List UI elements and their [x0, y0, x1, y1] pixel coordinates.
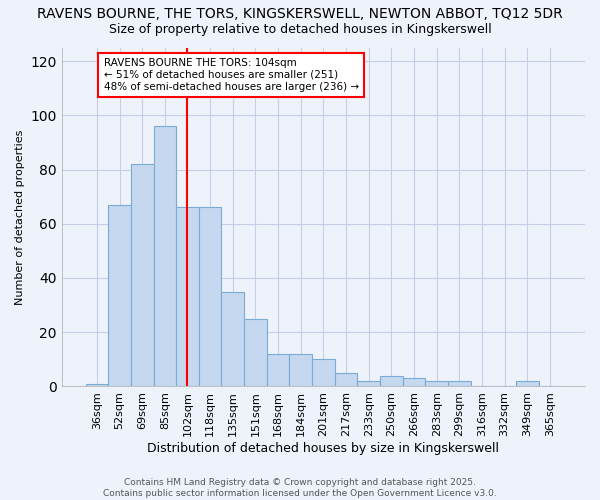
Bar [154, 126, 176, 386]
Bar [131, 164, 154, 386]
X-axis label: Distribution of detached houses by size in Kingskerswell: Distribution of detached houses by size … [148, 442, 499, 455]
Bar [267, 354, 289, 386]
Bar [176, 208, 199, 386]
Bar [335, 373, 358, 386]
Bar [516, 381, 539, 386]
Text: Contains HM Land Registry data © Crown copyright and database right 2025.
Contai: Contains HM Land Registry data © Crown c… [103, 478, 497, 498]
Bar [244, 318, 267, 386]
Text: RAVENS BOURNE, THE TORS, KINGSKERSWELL, NEWTON ABBOT, TQ12 5DR: RAVENS BOURNE, THE TORS, KINGSKERSWELL, … [37, 8, 563, 22]
Bar [221, 292, 244, 386]
Bar [289, 354, 312, 386]
Bar [403, 378, 425, 386]
Text: Size of property relative to detached houses in Kingskerswell: Size of property relative to detached ho… [109, 22, 491, 36]
Bar [448, 381, 470, 386]
Bar [425, 381, 448, 386]
Y-axis label: Number of detached properties: Number of detached properties [15, 130, 25, 304]
Bar [199, 208, 221, 386]
Bar [312, 360, 335, 386]
Bar [108, 205, 131, 386]
Bar [86, 384, 108, 386]
Text: RAVENS BOURNE THE TORS: 104sqm
← 51% of detached houses are smaller (251)
48% of: RAVENS BOURNE THE TORS: 104sqm ← 51% of … [104, 58, 359, 92]
Bar [358, 381, 380, 386]
Bar [380, 376, 403, 386]
